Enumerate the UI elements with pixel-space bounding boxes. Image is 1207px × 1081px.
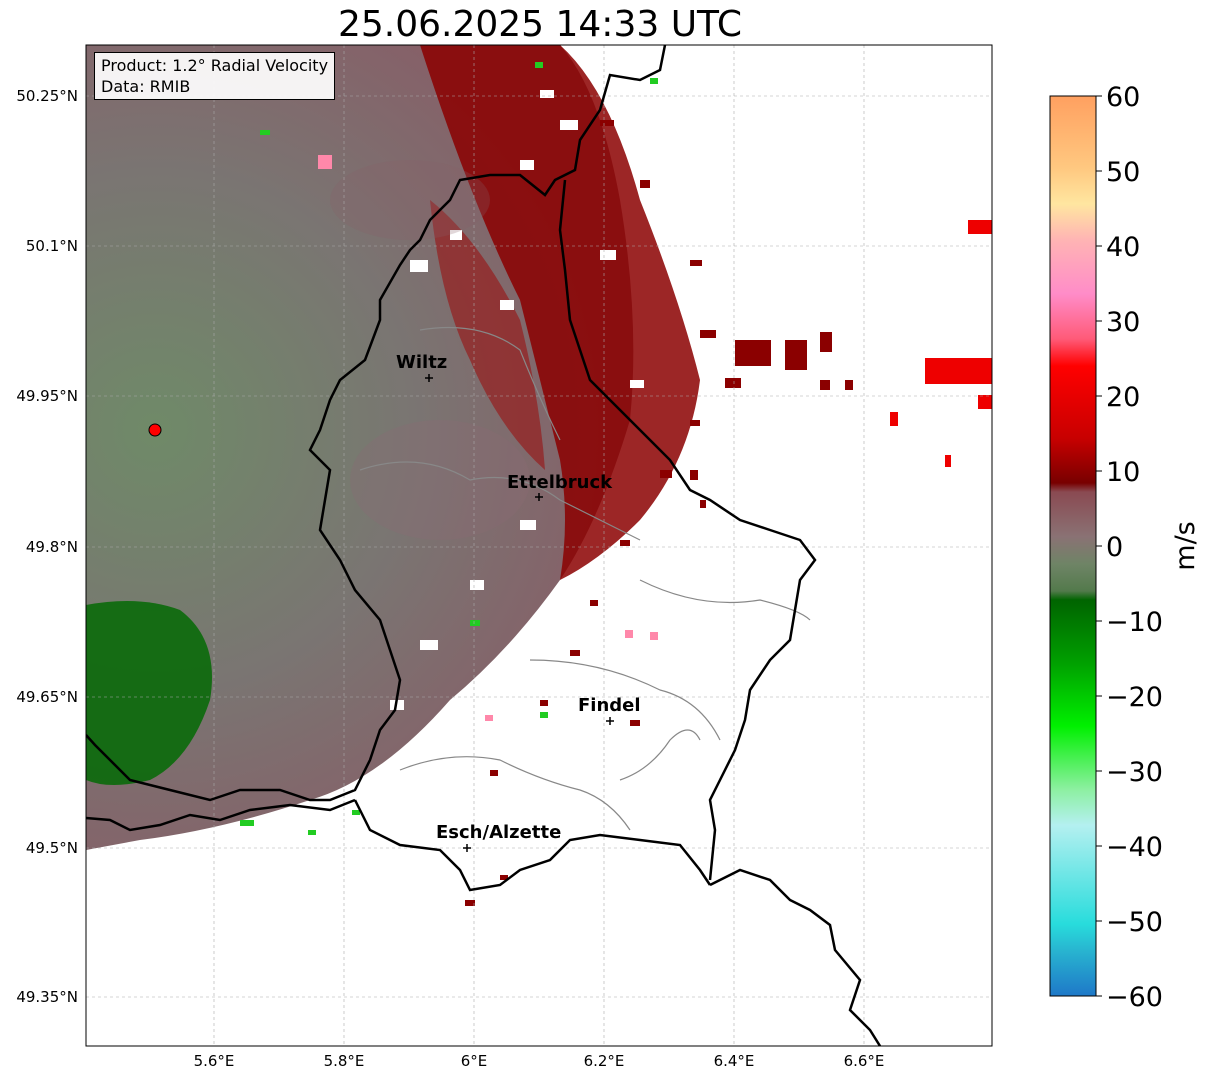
lon-tick: 5.8°E <box>324 1052 365 1070</box>
colorbar-gradient <box>1049 95 1097 997</box>
lat-tick: 49.5°N <box>26 839 78 857</box>
lat-tick: 49.65°N <box>16 688 78 706</box>
colorbar-tick-label: −40 <box>1106 832 1163 863</box>
graticule <box>86 45 992 1046</box>
city-label-esch-alzette: Esch/Alzette <box>436 822 561 843</box>
longitude-axis: 5.6°E 5.8°E 6°E 6.2°E 6.4°E 6.6°E <box>194 1052 885 1070</box>
colorbar: 60 50 40 30 20 10 0 −10 −20 −30 −40 −50 −60 m/s <box>1049 82 1201 1013</box>
lat-tick: 50.25°N <box>16 87 78 105</box>
lon-tick: 5.6°E <box>194 1052 235 1070</box>
borders <box>86 45 882 1046</box>
map-frame <box>85 44 993 1047</box>
colorbar-tick-label: 40 <box>1106 232 1140 263</box>
product-label: Product: 1.2° Radial Velocity <box>101 56 329 75</box>
colorbar-tick-label: 10 <box>1106 457 1140 488</box>
lat-tick: 49.95°N <box>16 387 78 405</box>
colorbar-tick-label: −20 <box>1106 682 1163 713</box>
lon-tick: 6.6°E <box>844 1052 885 1070</box>
map-title: 25.06.2025 14:33 UTC <box>337 4 743 45</box>
city-marker-wiltz <box>425 374 433 382</box>
city-label-ettelbruck: Ettelbruck <box>507 472 613 493</box>
city-marker-ettelbruck <box>535 493 543 501</box>
colorbar-unit: m/s <box>1170 521 1201 570</box>
data-source-label: Data: RMIB <box>101 77 191 96</box>
colorbar-tick-label: −30 <box>1106 757 1163 788</box>
radar-data-layer <box>86 45 992 1046</box>
lon-tick: 6.4°E <box>714 1052 755 1070</box>
colorbar-tick-label: 60 <box>1106 82 1140 113</box>
colorbar-tick-label: −60 <box>1106 982 1163 1013</box>
colorbar-tick-label: 50 <box>1106 157 1140 188</box>
latitude-axis: 50.25°N 50.1°N 49.95°N 49.8°N 49.65°N 49… <box>16 87 78 1006</box>
city-label-wiltz: Wiltz <box>396 352 447 373</box>
lon-tick: 6.2°E <box>584 1052 625 1070</box>
lat-tick: 50.1°N <box>26 237 78 255</box>
city-marker-esch-alzette <box>463 844 471 852</box>
city-marker-findel <box>606 717 614 725</box>
lat-tick: 49.35°N <box>16 988 78 1006</box>
colorbar-tick-label: 20 <box>1106 382 1140 413</box>
colorbar-tick-label: −10 <box>1106 607 1163 638</box>
colorbar-tick-label: 30 <box>1106 307 1140 338</box>
colorbar-tick-label: 0 <box>1106 532 1123 563</box>
product-info-box: Product: 1.2° Radial Velocity Data: RMIB <box>94 52 336 100</box>
city-markers <box>425 374 614 852</box>
city-label-findel: Findel <box>578 695 641 716</box>
colorbar-tick-label: −50 <box>1106 907 1163 938</box>
colorbar-ticks: 60 50 40 30 20 10 0 −10 −20 −30 −40 −50 −60 <box>1096 82 1163 1013</box>
lon-tick: 6°E <box>461 1052 488 1070</box>
lat-tick: 49.8°N <box>26 538 78 556</box>
radar-site-marker <box>148 423 162 437</box>
